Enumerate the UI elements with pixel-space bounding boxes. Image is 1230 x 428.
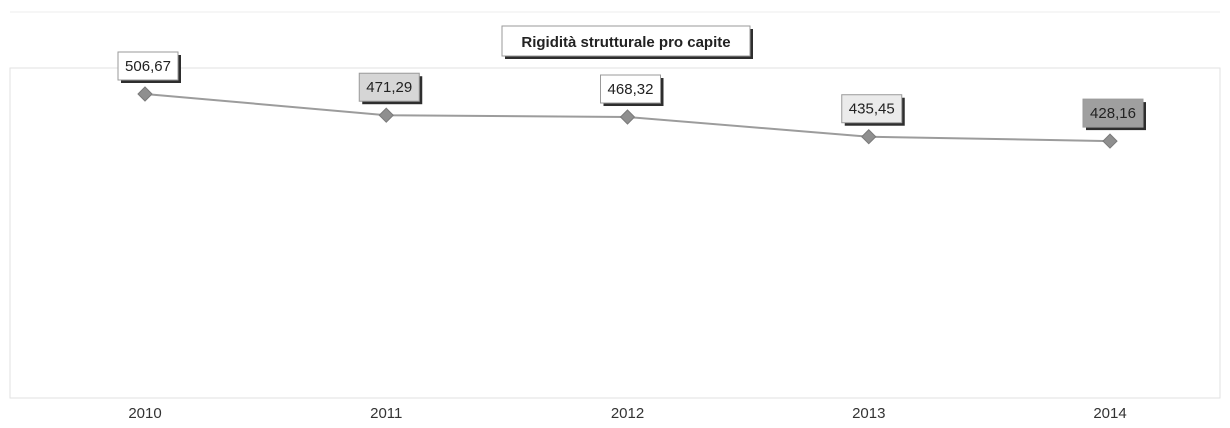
x-tick-label: 2010 (128, 405, 161, 422)
data-label-box (1082, 98, 1144, 128)
data-label: 471,29 (366, 79, 412, 96)
x-tick-label: 2011 (370, 405, 402, 422)
x-axis-ticks: 2010 2011 2012 2013 2014 (128, 405, 1126, 422)
data-label: 435,45 (849, 101, 895, 118)
data-point-marker (861, 129, 877, 145)
data-label: 428,16 (1090, 105, 1136, 122)
series-layer: 506,67 471,29 468,32 435,45 428,16 (117, 51, 1146, 149)
x-tick-label: 2013 (852, 405, 885, 422)
data-label-box (600, 74, 661, 104)
data-point-marker (137, 86, 153, 102)
data-label-box (117, 51, 179, 81)
x-tick-label: 2014 (1093, 405, 1126, 422)
data-label: 506,67 (125, 58, 171, 75)
data-label-box (358, 72, 420, 102)
chart-title-text: Rigidità strutturale pro capite (521, 34, 730, 51)
data-label-box (841, 94, 903, 124)
chart-title-box (501, 25, 751, 57)
data-label: 468,32 (608, 81, 654, 98)
data-point-marker (619, 109, 636, 125)
chart-title: Rigidità strutturale pro capite (501, 25, 753, 59)
plot-area (9, 67, 1221, 399)
data-point-marker (378, 107, 394, 123)
data-point-marker (1102, 133, 1118, 149)
x-tick-label: 2012 (611, 405, 644, 422)
